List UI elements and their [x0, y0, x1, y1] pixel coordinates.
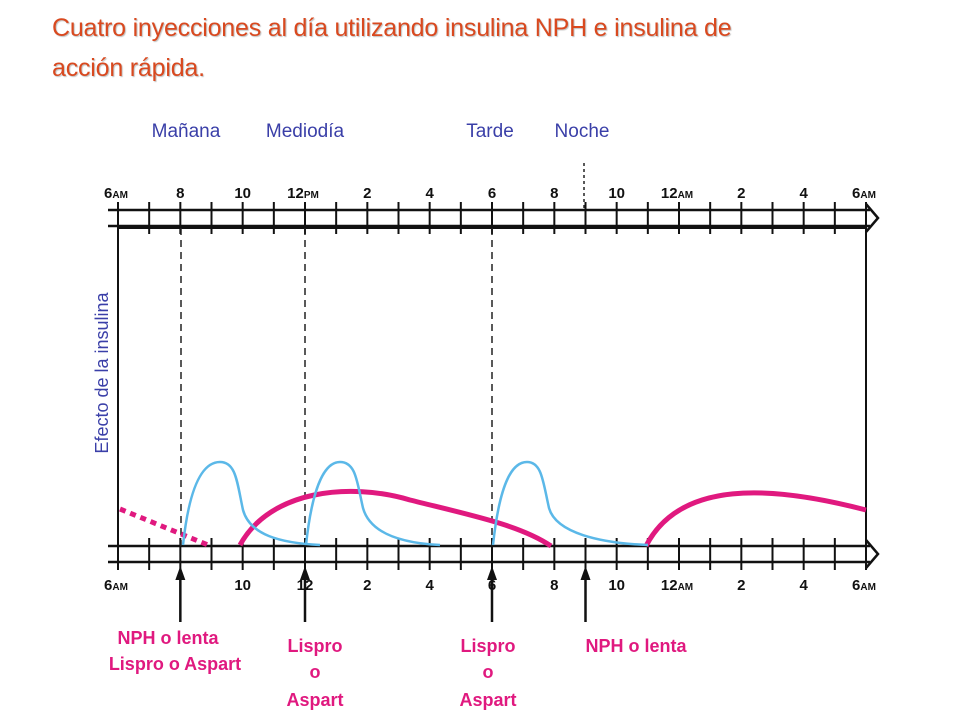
title-line-1: Cuatro inyecciones al día utilizando ins… [52, 14, 732, 42]
dose-dinner-line-2: o [483, 662, 494, 682]
bottom-tick-label: 12AM [661, 577, 693, 594]
period-label-morning: Mañana [152, 121, 221, 142]
top-tick-label: 6AM [104, 185, 128, 202]
top-tick-label: 4 [799, 185, 808, 202]
top-tick-suffix: AM [860, 190, 876, 201]
period-label-night: Noche [555, 121, 610, 142]
dose-lunch-line-1: Lispro [287, 636, 342, 656]
bottom-tick-suffix: AM [678, 582, 694, 593]
top-tick-label: 12AM [661, 185, 693, 202]
top-tick-label: 6AM [852, 185, 876, 202]
rapid-lunch-curve [304, 460, 441, 547]
arrow-up-icon [175, 566, 186, 580]
dose-dinner-line-3: Aspart [459, 690, 516, 710]
arrow-up-icon [300, 566, 310, 580]
bottom-tick-label: 10 [234, 577, 251, 594]
bottom-axis-arrow-icon [865, 539, 880, 569]
injection-arrow [175, 566, 186, 622]
dose-lunch-line-3: Aspart [286, 690, 343, 710]
injection-arrow [300, 566, 310, 622]
nph-curves [119, 488, 867, 549]
top-tick-label: 10 [608, 185, 625, 202]
top-tick-label: 2 [737, 185, 745, 202]
top-tick-label: 12PM [287, 185, 319, 202]
bottom-tick-label: 8 [550, 577, 558, 594]
period-labels: Mañana Mediodía Tarde Noche [152, 121, 610, 142]
bottom-tick-label: 2 [363, 577, 371, 594]
dose-night-line-1: NPH o lenta [585, 636, 687, 656]
top-tick-label: 6 [488, 185, 496, 202]
injection-arrow [487, 566, 497, 622]
period-label-noon: Mediodía [266, 121, 345, 142]
bottom-tick-suffix: AM [112, 582, 128, 593]
arrow-up-icon [487, 566, 497, 580]
bottom-axis-tick-labels: 6AM101224681012AM246AM [104, 577, 876, 594]
top-tick-suffix: AM [678, 190, 694, 201]
arrow-up-icon [580, 566, 591, 580]
dose-lunch-line-2: o [310, 662, 321, 682]
top-tick-label: 10 [234, 185, 251, 202]
nph-morning-curve [237, 488, 553, 549]
top-tick-suffix: AM [112, 190, 128, 201]
bottom-tick-label: 4 [425, 577, 434, 594]
bottom-tick-label: 2 [737, 577, 745, 594]
bottom-tick-label: 6AM [852, 577, 876, 594]
page-title: Cuatro inyecciones al día utilizando ins… [52, 8, 852, 88]
injection-arrows [175, 566, 591, 622]
nph-previous-night-tail [119, 506, 209, 548]
dose-breakfast-line-1: NPH o lenta [117, 628, 219, 648]
meal-dividers [180, 163, 585, 546]
nph-night-curve [643, 490, 867, 548]
injection-arrow [580, 566, 591, 622]
top-axis-ticks [117, 202, 867, 234]
top-tick-label: 4 [425, 185, 434, 202]
bottom-tick-label: 4 [799, 577, 808, 594]
bottom-axis-ticks [117, 538, 867, 570]
top-tick-label: 2 [363, 185, 371, 202]
period-label-afternoon: Tarde [466, 121, 514, 142]
top-time-axis: 6AM 8 10 12PM 2 4 6 8 10 12AM 2 4 6AM [104, 185, 880, 234]
top-tick-label: 8 [176, 185, 184, 202]
top-tick-suffix: PM [304, 190, 319, 201]
bottom-time-axis: 6AM101224681012AM246AM [104, 538, 880, 594]
bottom-tick-label: 6AM [104, 577, 128, 594]
rapid-curves [181, 460, 649, 547]
bottom-tick-label: 10 [608, 577, 625, 594]
rapid-dinner-curve [491, 460, 649, 547]
dose-dinner-line-1: Lispro [460, 636, 515, 656]
top-axis-arrow-icon [865, 203, 880, 233]
y-axis-label: Efecto de la insulina [92, 291, 112, 453]
top-axis-tick-labels: 6AM 8 10 12PM 2 4 6 8 10 12AM 2 4 6AM [104, 185, 876, 202]
dose-breakfast-line-2: Lispro o Aspart [109, 654, 241, 674]
title-line-2: acción rápida. [52, 54, 205, 82]
bottom-tick-suffix: AM [860, 582, 876, 593]
top-tick-label: 8 [550, 185, 558, 202]
rapid-breakfast-curve [181, 460, 321, 547]
dose-labels: NPH o lenta Lispro o Aspart Lispro o Asp… [109, 628, 688, 710]
